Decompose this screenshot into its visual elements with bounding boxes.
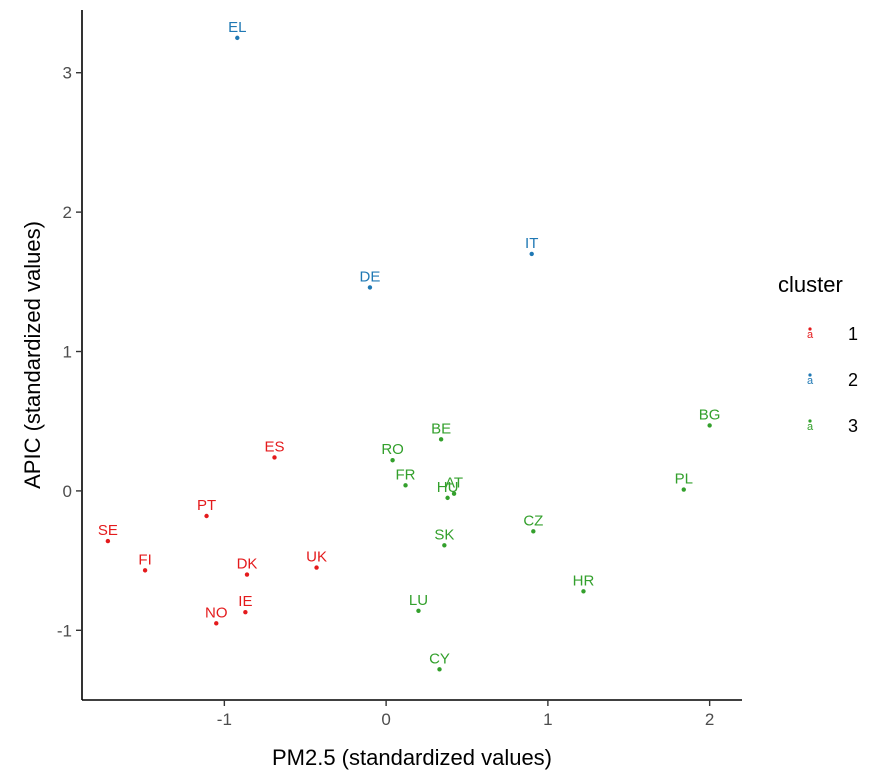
- legend-key-glyph: a: [807, 329, 814, 341]
- x-tick-label: 2: [705, 710, 714, 729]
- data-point-lu: [416, 608, 421, 613]
- x-axis-title: PM2.5 (standardized values): [272, 745, 552, 770]
- data-point-at: [451, 491, 457, 496]
- point-label-bg: BG: [699, 406, 721, 423]
- legend-entries: a 1a 2a 3: [807, 324, 858, 436]
- data-point-fi: [142, 568, 148, 573]
- point-label-pl: PL: [675, 471, 693, 488]
- data-point-dk: [244, 572, 250, 577]
- data-point-fr: [403, 483, 408, 488]
- point-label-dk: DK: [237, 556, 258, 573]
- point-label-es: ES: [264, 438, 284, 455]
- data-point-uk: [314, 565, 319, 570]
- data-point-pl: [681, 487, 686, 492]
- plot-area: -1 0 1 2 -1 0 1 2 3 SE FI PT ES DK UK NO IE EL DE IT BE RO F…: [57, 10, 742, 729]
- data-point-be: [438, 437, 444, 442]
- point-label-el: EL: [228, 19, 246, 36]
- legend-key-glyph: a: [807, 421, 814, 433]
- data-point-cy: [437, 667, 442, 672]
- legend-key-dot: [808, 419, 812, 423]
- data-point-se: [105, 538, 111, 544]
- legend-title: cluster: [778, 272, 843, 297]
- legend-key-glyph: a: [807, 375, 814, 387]
- point-label-ro: RO: [381, 441, 404, 458]
- data-point-hu: [445, 495, 450, 501]
- point-label-fi: FI: [138, 551, 151, 568]
- cluster-2-series: EL DE IT: [228, 19, 538, 290]
- data-point-sk: [442, 543, 447, 548]
- x-tick-label: 0: [381, 710, 390, 729]
- data-point-pt: [204, 513, 209, 519]
- legend: cluster a 1a 2a 3: [778, 272, 858, 436]
- x-axis-ticks: -1 0 1 2: [217, 700, 714, 729]
- y-tick-label: 0: [63, 482, 72, 501]
- point-label-sk: SK: [434, 526, 454, 543]
- point-label-ie: IE: [238, 593, 252, 610]
- x-tick-label: -1: [217, 710, 232, 729]
- point-label-cz: CZ: [523, 512, 543, 529]
- data-point-ro: [390, 458, 395, 463]
- point-label-de: DE: [360, 268, 381, 285]
- y-axis-title: APIC (standardized values): [20, 221, 45, 489]
- legend-label: 1: [848, 324, 858, 344]
- point-label-lu: LU: [409, 592, 428, 609]
- legend-key-dot: [808, 327, 812, 331]
- data-point-bg: [707, 423, 712, 428]
- cluster-1-series: SE FI PT ES DK UK NO IE: [98, 438, 327, 626]
- point-label-uk: UK: [306, 549, 327, 566]
- point-label-it: IT: [525, 235, 538, 252]
- y-axis-ticks: -1 0 1 2 3: [57, 64, 82, 640]
- point-label-pt: PT: [197, 497, 216, 514]
- legend-key-dot: [808, 373, 812, 377]
- data-point-ie: [243, 609, 248, 615]
- point-label-fr: FR: [396, 466, 416, 483]
- y-tick-label: 2: [63, 203, 72, 222]
- y-tick-label: -1: [57, 621, 72, 640]
- data-point-cz: [531, 529, 536, 534]
- data-point-de: [367, 285, 373, 290]
- y-tick-label: 3: [63, 64, 72, 83]
- data-point-hr: [581, 589, 586, 594]
- legend-label: 3: [848, 416, 858, 436]
- y-tick-label: 1: [63, 343, 72, 362]
- point-label-hr: HR: [573, 572, 595, 589]
- point-label-no: NO: [205, 604, 228, 621]
- point-label-be: BE: [431, 420, 451, 437]
- data-point-el: [235, 35, 240, 41]
- point-label-hu: HU: [437, 479, 459, 496]
- data-point-es: [272, 455, 277, 460]
- x-tick-label: 1: [543, 710, 552, 729]
- legend-label: 2: [848, 370, 858, 390]
- point-label-se: SE: [98, 522, 118, 539]
- point-label-at: AT: [445, 475, 463, 492]
- data-point-it: [529, 251, 534, 257]
- point-label-cy: CY: [429, 650, 450, 667]
- data-point-no: [214, 621, 219, 626]
